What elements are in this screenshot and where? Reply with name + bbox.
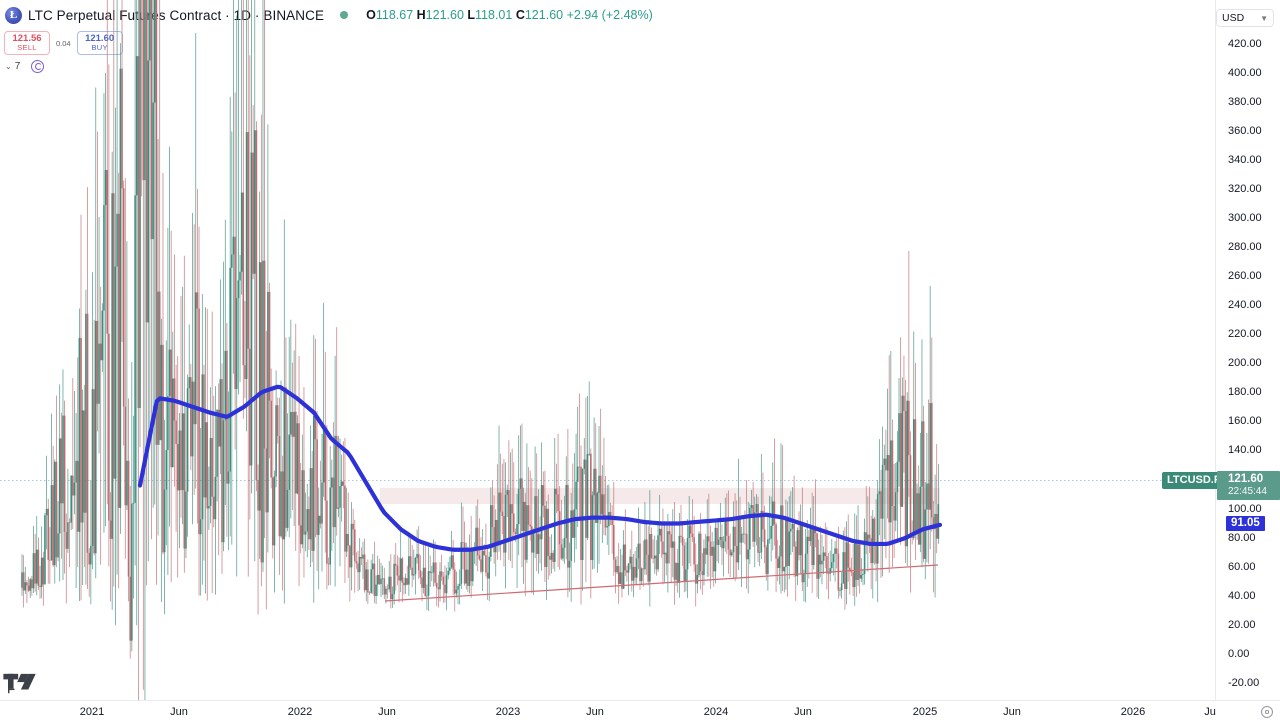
chevron-down-icon: ⌄ bbox=[5, 62, 12, 71]
time-axis-tick: 2022 bbox=[287, 706, 313, 718]
price-axis-tick: 380.00 bbox=[1228, 96, 1262, 108]
tradingview-logo bbox=[3, 673, 36, 694]
time-axis-tick: 2024 bbox=[703, 706, 729, 718]
price-axis-tick: 60.00 bbox=[1228, 561, 1256, 573]
ohlc-low-label: L bbox=[467, 8, 476, 22]
ohlc-close-value: 121.60 bbox=[524, 8, 564, 22]
price-axis-tick: 340.00 bbox=[1228, 154, 1262, 166]
spread-value: 0.04 bbox=[56, 38, 71, 48]
bar-countdown: 22:45:44 bbox=[1228, 485, 1267, 497]
market-open-dot-icon bbox=[340, 11, 349, 19]
moving-average-line bbox=[137, 384, 943, 552]
price-axis-tick: 0.00 bbox=[1228, 648, 1250, 660]
ohlc-open-label: O bbox=[366, 8, 376, 22]
moving-average-badge[interactable]: 91.05 bbox=[1226, 516, 1265, 531]
ohlc-change-value: +2.94 (+2.48%) bbox=[566, 8, 653, 22]
price-axis-tick: 220.00 bbox=[1228, 328, 1262, 340]
trade-quantity-row: ⌄ 7 bbox=[2, 60, 45, 73]
price-chart-canvas[interactable] bbox=[0, 0, 1215, 700]
quantity-stepper[interactable]: ⌄ 7 bbox=[2, 60, 23, 73]
sell-button[interactable]: 121.56 SELL bbox=[4, 31, 50, 55]
ticker-label: LTCUSD.P bbox=[1162, 472, 1227, 489]
page-title[interactable]: LTC Perpetual Futures Contract · 1D · BI… bbox=[28, 7, 325, 23]
price-axis-tick: 80.00 bbox=[1228, 532, 1256, 544]
time-axis-settings-icon[interactable] bbox=[1261, 706, 1273, 718]
price-axis-tick: -20.00 bbox=[1228, 677, 1260, 689]
price-axis-tick: 100.00 bbox=[1228, 503, 1262, 515]
quantity-value: 7 bbox=[14, 61, 21, 72]
buy-button[interactable]: 121.60 BUY bbox=[76, 31, 123, 55]
time-axis-tick: Ju bbox=[1204, 706, 1216, 718]
price-axis-tick: 40.00 bbox=[1228, 590, 1256, 602]
current-price-value: 121.60 bbox=[1228, 473, 1264, 485]
time-axis-tick: 2021 bbox=[79, 706, 105, 718]
price-axis-tick: 160.00 bbox=[1228, 415, 1262, 427]
current-price-badge[interactable]: 121.60 22:45:44 bbox=[1217, 471, 1280, 501]
price-axis-tick: 20.00 bbox=[1228, 619, 1256, 631]
price-axis-tick: 320.00 bbox=[1228, 183, 1262, 195]
support-trendline bbox=[384, 564, 939, 602]
price-axis-tick: 200.00 bbox=[1228, 357, 1262, 369]
ohlc-open-value: 118.67 bbox=[375, 8, 414, 22]
time-axis-tick: 2026 bbox=[1120, 706, 1146, 718]
price-axis-tick: 140.00 bbox=[1228, 444, 1262, 456]
sell-label: SELL bbox=[17, 42, 37, 52]
time-axis[interactable]: 2021 Jun 2022 Jun 2023 Jun 2024 Jun 2025 Jun 2026 J… bbox=[0, 700, 1280, 721]
litecoin-logo-icon: Ł bbox=[5, 6, 22, 24]
time-axis-tick: Jun bbox=[794, 706, 812, 718]
candlestick-series bbox=[21, 0, 940, 700]
time-axis-tick: Jun bbox=[586, 706, 604, 718]
time-axis-tick: 2023 bbox=[495, 706, 521, 718]
price-axis-tick: 400.00 bbox=[1228, 67, 1262, 79]
ohlc-high-label: H bbox=[416, 8, 426, 22]
time-axis-tick: Jun bbox=[378, 706, 396, 718]
ohlc-close-label: C bbox=[515, 8, 525, 22]
trade-panel: 121.56 SELL 0.04 121.60 BUY bbox=[4, 31, 123, 55]
chevron-down-icon: ▼ bbox=[1260, 13, 1268, 23]
sell-price: 121.56 bbox=[12, 32, 42, 44]
price-axis-tick: 240.00 bbox=[1228, 299, 1262, 311]
price-axis[interactable]: 420.00 400.00 380.00 360.00 340.00 320.00 300.… bbox=[1162, 0, 1280, 700]
currency-selector-value: USD bbox=[1222, 12, 1245, 24]
ohlc-low-value: 118.01 bbox=[475, 8, 513, 22]
ohlc-high-value: 121.60 bbox=[425, 8, 464, 22]
time-axis-tick: 2025 bbox=[912, 706, 938, 718]
price-axis-tick: 260.00 bbox=[1228, 270, 1262, 282]
time-axis-tick: Jun bbox=[170, 706, 188, 718]
price-axis-tick: 360.00 bbox=[1228, 125, 1262, 137]
refresh-icon[interactable] bbox=[31, 60, 45, 73]
buy-label: BUY bbox=[91, 42, 108, 52]
time-axis-tick: Jun bbox=[1003, 706, 1021, 718]
price-axis-tick: 300.00 bbox=[1228, 212, 1262, 224]
price-axis-tick: 180.00 bbox=[1228, 386, 1262, 398]
currency-selector[interactable]: USD ▼ bbox=[1216, 9, 1274, 27]
chart-header: Ł LTC Perpetual Futures Contract · 1D · … bbox=[0, 0, 1280, 30]
price-axis-tick: 420.00 bbox=[1228, 38, 1262, 50]
ohlc-legend: O118.67 H121.60 L118.01 C121.60 +2.94 (+… bbox=[366, 8, 653, 22]
buy-price: 121.60 bbox=[85, 32, 115, 44]
price-axis-tick: 280.00 bbox=[1228, 241, 1262, 253]
